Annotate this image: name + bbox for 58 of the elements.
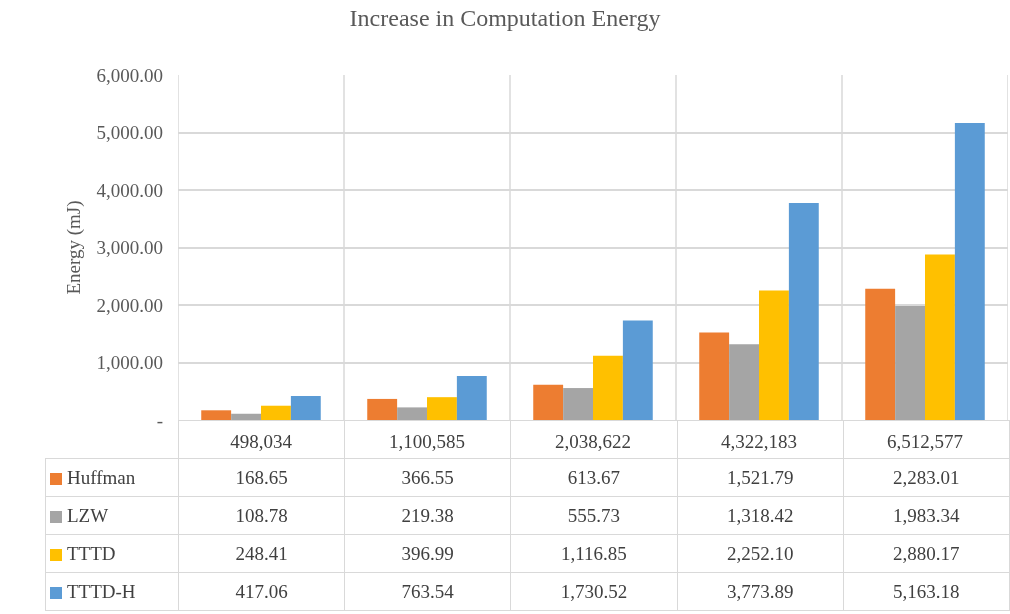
bar (925, 254, 955, 420)
legend-label: TTTD (67, 542, 116, 564)
bar (622, 320, 653, 420)
data-label: 366.55 (344, 458, 511, 497)
data-label: 417.06 (178, 572, 345, 611)
legend-label: TTTD-H (67, 580, 136, 602)
data-label: 248.41 (178, 534, 345, 573)
bar (231, 413, 261, 420)
bar (456, 376, 487, 420)
data-label: 219.38 (344, 496, 511, 535)
bar (954, 123, 985, 420)
y-tick-label: 5,000.00 (96, 122, 163, 144)
bar (397, 407, 427, 420)
bar (895, 305, 925, 420)
y-tick-label: 1,000.00 (96, 352, 163, 374)
y-tick-label: 2,000.00 (96, 294, 163, 316)
bar (367, 398, 398, 420)
data-label: 1,730.52 (510, 572, 678, 611)
legend-label: LZW (67, 504, 109, 526)
bar (699, 332, 730, 420)
data-label: 763.54 (344, 572, 511, 611)
data-label: 108.78 (178, 496, 345, 535)
data-label: 5,163.18 (843, 572, 1010, 611)
data-label: 2,283.01 (843, 458, 1010, 497)
data-label: 613.67 (510, 458, 678, 497)
x-tick-label: 4,322,183 (721, 431, 797, 452)
bar (593, 355, 623, 420)
data-label: 1,116.85 (510, 534, 678, 573)
data-label: 555.73 (510, 496, 678, 535)
bar (290, 396, 321, 420)
bar (759, 290, 789, 420)
x-tick-label: 498,034 (230, 431, 293, 452)
data-label: 2,252.10 (677, 534, 844, 573)
chart-title: Increase in Computation Energy (349, 5, 661, 32)
y-tick-label: 4,000.00 (96, 179, 163, 201)
data-label: 1,983.34 (843, 496, 1010, 535)
y-axis-title: Energy (mJ) (63, 200, 86, 295)
bar (563, 388, 593, 420)
y-tick-label: - (156, 409, 163, 431)
bar (865, 288, 896, 420)
data-label: 1,318.42 (677, 496, 844, 535)
bar (427, 397, 457, 420)
data-label: 168.65 (178, 458, 345, 497)
bar (533, 384, 564, 420)
bar (788, 203, 819, 420)
data-label: 3,773.89 (677, 572, 844, 611)
bar (261, 405, 291, 420)
y-tick-label: 3,000.00 (96, 237, 163, 259)
data-label: 2,880.17 (843, 534, 1010, 573)
legend-label: Huffman (67, 466, 136, 488)
x-tick-label: 1,100,585 (389, 431, 465, 452)
x-tick-label: 2,038,622 (555, 431, 631, 452)
bar (729, 344, 759, 420)
data-label: 1,521.79 (677, 458, 844, 497)
x-tick-label: 6,512,577 (887, 431, 963, 452)
data-label: 396.99 (344, 534, 511, 573)
y-tick-label: 6,000.00 (96, 64, 163, 86)
bar (201, 410, 232, 420)
